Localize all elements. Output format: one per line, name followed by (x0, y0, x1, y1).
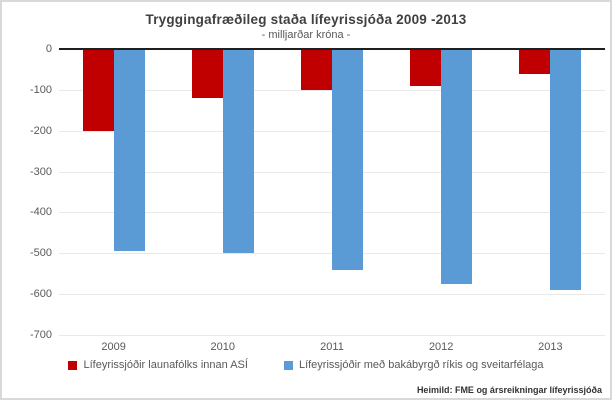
legend: Lífeyrissjóðir launafólks innan ASÍ Lífey… (2, 359, 610, 371)
bar-series1-2013 (519, 49, 551, 74)
chart-subtitle: - milljarðar króna - (261, 29, 351, 41)
gridline (59, 335, 605, 336)
y-tick-label: -700 (29, 329, 52, 341)
legend-item-series2: Lífeyrissjóðir með bakábyrgð ríkis og sv… (283, 359, 544, 371)
x-tick-label: 2010 (210, 341, 236, 353)
y-tick-label: -500 (29, 247, 52, 260)
x-tick-label: 2011 (320, 341, 344, 353)
bar-series2-2010 (222, 49, 254, 254)
y-tick-label: -200 (29, 124, 52, 137)
gridline (59, 294, 605, 295)
source-note: Heimild: FME og ársreikningar lífeyrissj… (416, 385, 602, 395)
y-tick-label: -600 (29, 288, 52, 301)
x-tick-label: 2012 (428, 341, 454, 353)
bar-series2-2012 (441, 49, 473, 284)
plot-area (59, 48, 605, 336)
bar-series2-2009 (113, 49, 145, 252)
bar-series1-2011 (301, 49, 332, 90)
bar-series1-2010 (191, 49, 223, 99)
bar-series2-2011 (332, 49, 363, 270)
chart-title: Tryggingafræðileg staða lífeyrissjóða 20… (145, 12, 467, 27)
y-tick-label: -300 (29, 165, 52, 178)
y-tick-label: -100 (29, 83, 52, 96)
legend-swatch-icon (283, 360, 293, 370)
bar-series1-2012 (410, 49, 442, 86)
legend-item-series1: Lífeyrissjóðir launafólks innan ASÍ (68, 359, 248, 371)
x-tick-label: 2009 (101, 341, 126, 353)
legend-label: Lífeyrissjóðir með bakábyrgð ríkis og sv… (298, 359, 544, 371)
x-tick-label: 2013 (538, 341, 563, 353)
legend-swatch-icon (68, 360, 78, 370)
legend-label: Lífeyrissjóðir launafólks innan ASÍ (83, 359, 248, 371)
y-tick-label: -400 (29, 206, 52, 219)
zero-axis-line (59, 48, 605, 50)
bar-series2-2013 (550, 49, 582, 291)
bar-series1-2009 (82, 49, 114, 131)
y-tick-label: 0 (45, 43, 52, 55)
